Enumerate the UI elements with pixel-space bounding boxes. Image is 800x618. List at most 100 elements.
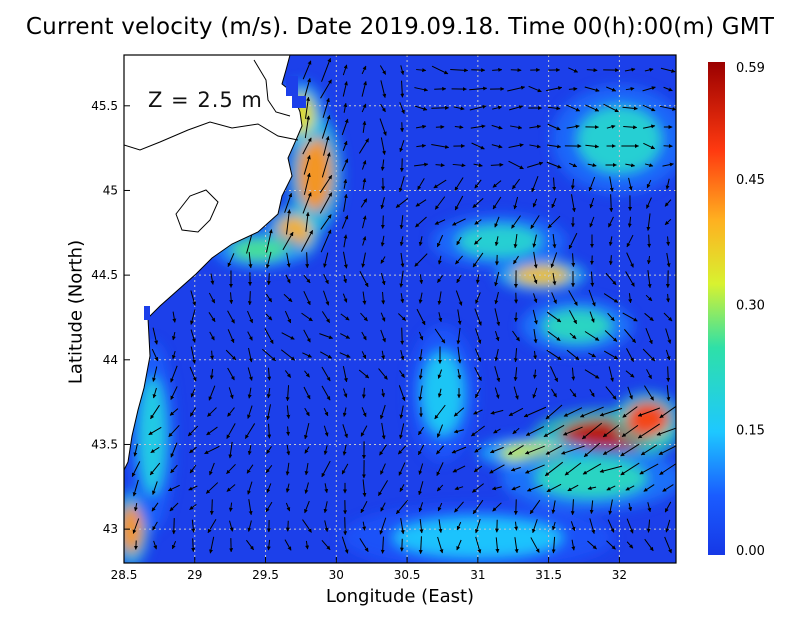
velocity-arrow	[532, 369, 537, 379]
velocity-arrow	[660, 67, 676, 73]
velocity-arrow	[662, 162, 674, 167]
velocity-arrow	[398, 176, 405, 193]
velocity-arrow	[170, 365, 178, 383]
velocity-arrow	[494, 308, 501, 327]
velocity-arrow	[418, 502, 424, 513]
velocity-arrow	[395, 198, 409, 208]
velocity-arrow	[457, 309, 462, 325]
velocity-arrow	[340, 333, 351, 339]
velocity-arrow	[187, 425, 199, 437]
velocity-arrow	[664, 501, 672, 513]
velocity-arrow	[589, 216, 595, 228]
velocity-arrow	[361, 103, 367, 113]
velocity-arrow	[323, 445, 328, 455]
velocity-arrow	[473, 409, 483, 415]
velocity-arrow	[324, 520, 329, 532]
velocity-arrow	[531, 519, 538, 534]
velocity-arrow	[663, 86, 673, 92]
velocity-arrow	[568, 310, 578, 325]
velocity-arrow	[358, 369, 370, 379]
velocity-arrow	[583, 442, 601, 458]
velocity-arrow	[549, 366, 559, 383]
velocity-arrow	[323, 273, 329, 285]
velocity-arrow	[492, 67, 503, 72]
velocity-arrow	[606, 86, 617, 92]
velocity-arrow	[305, 211, 310, 232]
velocity-arrow	[509, 105, 524, 111]
velocity-arrow	[285, 385, 290, 402]
velocity-arrow	[399, 102, 405, 115]
velocity-arrow	[168, 424, 180, 438]
velocity-arrow	[342, 81, 348, 97]
velocity-arrow	[589, 518, 596, 534]
velocity-arrow	[381, 388, 386, 398]
plot-frame	[123, 54, 677, 564]
velocity-arrow	[530, 215, 540, 229]
velocity-arrow	[247, 520, 252, 532]
velocity-arrow	[599, 407, 623, 417]
velocity-arrow	[280, 349, 296, 361]
velocity-arrow	[304, 500, 310, 514]
velocity-arrow	[339, 352, 351, 358]
velocity-arrow	[303, 172, 311, 195]
y-tick-label: 45	[103, 183, 118, 197]
y-axis: 43 43.5 44 44.5 45 45.5	[91, 99, 130, 536]
speed-hotspot	[124, 505, 143, 553]
velocity-arrow	[664, 218, 672, 226]
velocity-arrow	[584, 86, 600, 92]
velocity-arrow	[646, 369, 652, 380]
speed-hotspot	[230, 237, 287, 262]
velocity-arrow	[588, 176, 596, 192]
x-tick-label: 32	[612, 568, 627, 582]
velocity-arrow	[545, 445, 563, 455]
x-tick-label: 29	[187, 568, 202, 582]
velocity-arrow	[588, 289, 596, 307]
velocity-arrow	[380, 502, 386, 512]
velocity-arrow	[513, 386, 519, 400]
velocity-arrow	[398, 313, 406, 321]
y-tick-label: 45.5	[91, 99, 118, 113]
velocity-arrow	[319, 333, 333, 340]
velocity-arrow	[342, 388, 348, 398]
velocity-arrow	[533, 251, 538, 269]
land-cell	[144, 306, 150, 320]
velocity-arrow	[608, 255, 613, 266]
velocity-arrow	[589, 389, 595, 398]
speed-hotspot	[541, 309, 613, 343]
velocity-arrow	[304, 446, 310, 454]
velocity-arrow	[395, 499, 409, 515]
y-tick-label: 43	[103, 522, 118, 536]
velocity-arrow	[508, 143, 524, 148]
velocity-arrow	[415, 124, 427, 129]
velocity-arrow	[398, 462, 406, 476]
velocity-arrow	[529, 499, 541, 515]
velocity-arrow	[561, 445, 585, 455]
velocity-arrow	[378, 368, 388, 380]
land-cell	[292, 96, 306, 108]
velocity-arrow	[551, 388, 557, 398]
x-axis-label: Longitude (East)	[325, 586, 475, 607]
velocity-arrow	[247, 405, 253, 419]
velocity-arrow	[620, 462, 640, 476]
velocity-arrow	[546, 86, 563, 92]
velocity-arrow	[508, 407, 524, 417]
velocity-arrow	[546, 311, 562, 323]
velocity-arrow	[433, 179, 447, 189]
x-tick-label: 29.5	[252, 568, 279, 582]
chart-title: Current velocity (m/s). Date 2019.09.18.…	[25, 14, 775, 40]
velocity-arrow	[437, 291, 442, 305]
velocity-arrow	[209, 499, 214, 516]
velocity-arrow	[170, 464, 178, 474]
velocity-arrow	[532, 234, 537, 248]
velocity-arrow	[666, 385, 671, 402]
velocity-arrow	[208, 312, 216, 323]
velocity-arrow	[642, 86, 656, 92]
velocity-arrow	[285, 502, 291, 512]
velocity-arrow	[590, 271, 595, 287]
velocity-arrow	[587, 163, 597, 168]
velocity-arrow	[665, 178, 670, 190]
velocity-arrow	[639, 463, 659, 475]
velocity-arrow	[321, 311, 331, 323]
colorbar-tick-label: 0.30	[736, 298, 765, 313]
velocity-arrow	[188, 485, 198, 491]
